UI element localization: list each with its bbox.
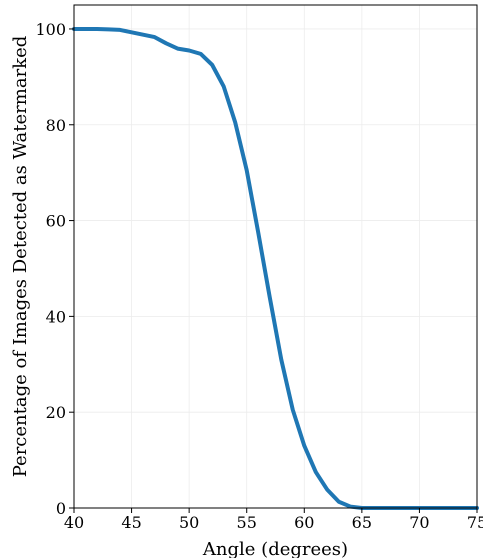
plot-lines [72, 26, 479, 510]
grid [73, 5, 478, 509]
x-tick-label: 60 [294, 513, 314, 532]
y-tick-label: 100 [35, 20, 66, 39]
y-axis-label: Percentage of Images Detected as Waterma… [10, 36, 31, 478]
ticks: 40 45 50 55 60 65 70 75 0 20 40 60 80 100 [35, 20, 483, 532]
x-tick-label: 55 [237, 513, 257, 532]
x-tick-label: 40 [64, 513, 84, 532]
x-axis-label: Angle (degrees) [202, 539, 348, 558]
y-tick-label: 20 [46, 403, 66, 422]
series-line-0 [72, 26, 479, 510]
y-tick-label: 0 [56, 499, 66, 518]
x-tick-label: 45 [121, 513, 141, 532]
x-tick-label: 50 [179, 513, 199, 532]
x-tick-label: 65 [352, 513, 372, 532]
x-tick-label: 75 [467, 513, 483, 532]
y-tick-label: 60 [46, 212, 66, 231]
y-tick-label: 40 [46, 307, 66, 326]
y-tick-label: 80 [46, 116, 66, 135]
x-tick-label: 70 [409, 513, 429, 532]
plot-frame [73, 4, 478, 509]
